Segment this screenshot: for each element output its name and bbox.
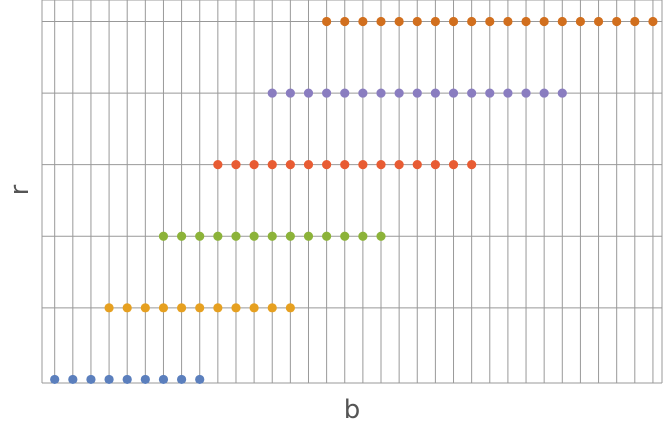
data-point (557, 16, 567, 27)
data-point (575, 16, 586, 27)
data-point (358, 88, 368, 98)
data-point (195, 231, 205, 241)
data-point (176, 231, 187, 241)
data-point (376, 16, 386, 27)
data-point (104, 374, 114, 385)
data-point (231, 160, 241, 170)
data-point (249, 231, 259, 241)
data-point (303, 160, 314, 170)
data-point (158, 231, 169, 241)
data-point (285, 160, 295, 170)
data-point (267, 160, 277, 170)
y-axis-label: r (5, 184, 35, 195)
data-point (376, 160, 386, 170)
data-point (267, 88, 277, 98)
data-point (467, 88, 477, 98)
data-point (303, 231, 314, 241)
data-point (267, 231, 277, 241)
data-point (140, 303, 150, 313)
data-point (430, 16, 440, 27)
data-point (394, 16, 404, 27)
data-point (612, 16, 622, 27)
data-point (503, 88, 513, 98)
data-point (448, 88, 459, 98)
data-point (376, 88, 386, 98)
data-point (322, 16, 332, 27)
data-point (539, 88, 549, 98)
data-point (158, 374, 169, 385)
data-point (104, 303, 114, 313)
data-point (358, 160, 368, 170)
data-point (503, 16, 513, 27)
data-point (430, 160, 440, 170)
data-point (249, 303, 259, 313)
data-point (412, 16, 422, 27)
data-point (358, 16, 368, 27)
data-point (285, 88, 295, 98)
grid (41, 0, 663, 384)
data-point (285, 231, 295, 241)
data-point (195, 303, 205, 313)
data-point (195, 374, 205, 385)
data-point (340, 231, 350, 241)
data-point (303, 88, 314, 98)
data-point (86, 374, 96, 385)
data-point (122, 374, 132, 385)
data-point (467, 16, 477, 27)
data-point (267, 303, 277, 313)
data-point (448, 160, 459, 170)
x-axis-label: b (344, 395, 361, 425)
data-point (322, 231, 332, 241)
data-point (68, 374, 78, 385)
data-point (213, 231, 223, 241)
data-point (394, 88, 404, 98)
data-point (140, 374, 150, 385)
data-point (322, 160, 332, 170)
data-point (50, 374, 60, 385)
data-point (340, 160, 350, 170)
data-point (158, 303, 169, 313)
data-point (340, 88, 350, 98)
data-point (213, 160, 223, 170)
data-point (412, 160, 422, 170)
data-point (231, 231, 241, 241)
data-point (231, 303, 241, 313)
data-point (412, 88, 422, 98)
data-point (557, 88, 567, 98)
data-point (539, 16, 549, 27)
data-point (521, 88, 531, 98)
data-point (122, 303, 132, 313)
data-point (376, 231, 386, 241)
data-point (394, 160, 404, 170)
data-point (340, 16, 350, 27)
data-point (358, 231, 368, 241)
data-point (285, 303, 295, 313)
data-point (485, 88, 495, 98)
data-point (485, 16, 495, 27)
data-point (176, 374, 187, 385)
data-point (467, 160, 477, 170)
data-point (430, 88, 440, 98)
data-points (50, 16, 658, 385)
data-point (648, 16, 658, 27)
data-point (176, 303, 187, 313)
data-point (322, 88, 332, 98)
data-point (448, 16, 459, 27)
data-point (521, 16, 531, 27)
data-point (249, 160, 259, 170)
data-point (593, 16, 604, 27)
data-point (630, 16, 640, 27)
data-point (213, 303, 223, 313)
